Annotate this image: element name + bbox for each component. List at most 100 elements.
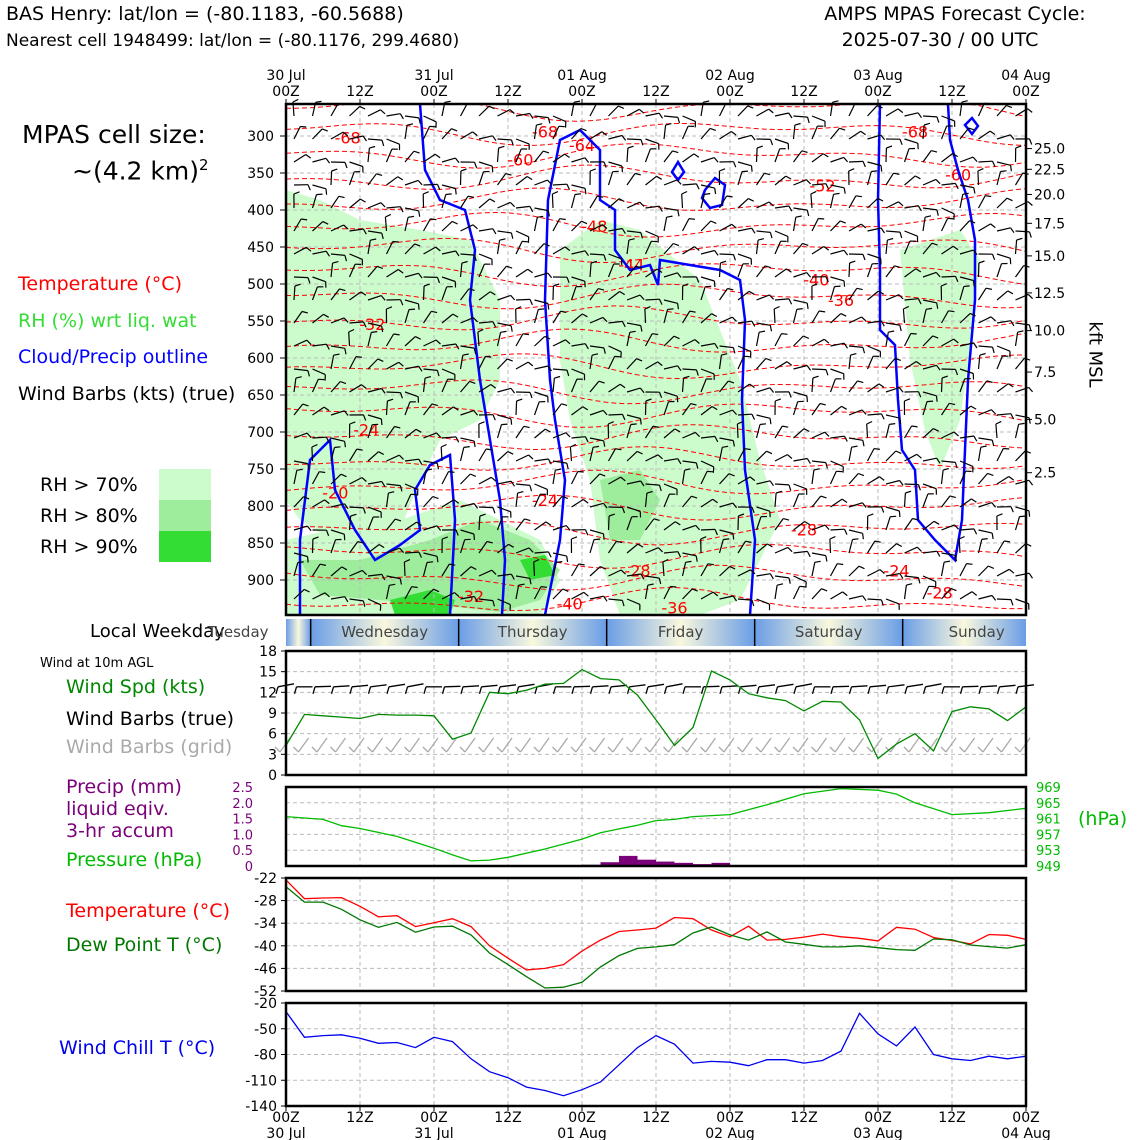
wind-barb-flag xyxy=(1027,108,1033,113)
wind-barb-flag xyxy=(492,414,496,421)
wind-barb xyxy=(774,585,778,600)
panel-ytick-label: -140 xyxy=(245,1099,277,1115)
wind-barb xyxy=(626,358,637,370)
pressure-line xyxy=(285,787,1027,862)
wind-barb xyxy=(867,345,881,352)
wind-barb-flag xyxy=(380,109,386,115)
wind-barb-flag xyxy=(1028,572,1034,579)
wind-barb-flag xyxy=(714,250,719,256)
wind-barb xyxy=(293,496,304,508)
weekday-cell xyxy=(606,619,755,646)
wind-barb-flag xyxy=(880,165,883,172)
wind-barb xyxy=(367,230,382,234)
wind-barb xyxy=(682,339,696,347)
wind-barb-flag xyxy=(691,588,698,592)
wind-barb xyxy=(459,263,463,278)
wind-barb-flag xyxy=(719,168,726,172)
wind-barb xyxy=(571,498,584,508)
wind-barb xyxy=(423,310,432,324)
wind-barb xyxy=(348,331,351,347)
wind-barb-flag xyxy=(359,105,366,110)
wind-barb xyxy=(1015,230,1030,233)
wind-barb xyxy=(737,413,753,416)
wind-barb-flag xyxy=(731,316,737,322)
wind-barb xyxy=(903,492,906,508)
wind-barb xyxy=(312,592,326,600)
wind-barb xyxy=(719,253,734,256)
wind-barb xyxy=(719,437,734,442)
wind-barb xyxy=(570,471,579,485)
wind-barb-flag xyxy=(395,518,402,522)
wind-barb xyxy=(941,153,953,163)
wind-barb xyxy=(996,227,1011,232)
wind-barb-flag xyxy=(386,306,393,310)
wind-barb-flag xyxy=(806,209,810,217)
temperature-contour-label: -24 xyxy=(353,421,379,440)
wind-barb xyxy=(793,428,805,439)
wind-barb xyxy=(756,598,770,605)
wind-barb xyxy=(811,495,822,508)
wind-barb xyxy=(811,431,826,439)
wind-barb-flag xyxy=(904,398,911,402)
wind-barb xyxy=(423,588,434,600)
wind-barb-flag xyxy=(667,308,674,311)
wind-barb-flag xyxy=(690,403,697,406)
wind-barb-flag xyxy=(728,380,735,384)
top-hour-label: 00Z xyxy=(864,84,891,100)
wind-barb xyxy=(922,217,926,232)
wind-barb-flag xyxy=(376,173,383,176)
wind-barb xyxy=(663,335,675,347)
wind-barb-flag xyxy=(468,288,475,291)
wind-barb xyxy=(478,383,492,393)
wind-barb xyxy=(940,310,949,324)
wind-barb-flag xyxy=(841,498,848,503)
wind-barb-flag xyxy=(972,280,975,287)
wind-barb-flag xyxy=(843,528,848,535)
wind-barb-flag xyxy=(325,436,330,443)
wind-barb xyxy=(811,403,821,416)
wind-barb-flag xyxy=(1008,476,1015,481)
grid-wind-barb-flag xyxy=(626,746,632,753)
wind-barb-flag xyxy=(444,100,451,103)
wind-barb xyxy=(793,575,807,583)
surface-wind-barb-flag xyxy=(811,686,816,695)
wind-barb xyxy=(885,332,889,347)
pressure-tick-label: 550 xyxy=(247,314,274,330)
pressure-tick-label: 969 xyxy=(1036,781,1061,796)
wind-barb xyxy=(774,492,777,508)
wind-barb xyxy=(589,103,598,117)
surface-wind-barb xyxy=(518,683,535,688)
wind-barb xyxy=(330,103,339,117)
wind-barb xyxy=(589,409,604,416)
wind-barb-flag xyxy=(968,127,975,131)
wind-barb-flag xyxy=(381,326,384,333)
wind-barb xyxy=(460,288,470,301)
temperature-contour xyxy=(285,164,1027,190)
wind-barb-flag xyxy=(843,342,849,349)
wind-barb-flag xyxy=(538,308,545,311)
wind-barb-flag xyxy=(695,276,700,283)
wind-barb-flag xyxy=(431,310,438,314)
wind-barb xyxy=(922,586,930,600)
wind-barb xyxy=(922,335,934,347)
bottom-hour-label: 00Z xyxy=(864,1110,891,1126)
temperature-contour xyxy=(285,543,1027,569)
temperature-contour-label: -60 xyxy=(507,151,533,170)
wind-barb xyxy=(867,253,881,260)
wind-barb xyxy=(774,454,788,462)
wind-barb-flag xyxy=(603,347,606,354)
wind-barb xyxy=(756,108,769,117)
wind-barb xyxy=(589,288,599,301)
wind-barb-flag xyxy=(381,388,386,394)
wind-barb xyxy=(737,448,746,462)
wind-barb xyxy=(386,361,400,370)
wind-barb xyxy=(367,387,382,393)
wind-barb xyxy=(940,125,948,140)
wind-barb xyxy=(496,332,502,347)
wind-barb xyxy=(349,228,364,232)
wind-barb xyxy=(848,160,864,163)
pressure-tick-label: 965 xyxy=(1036,797,1061,812)
wind-barb xyxy=(497,109,511,117)
wind-barb-flag xyxy=(749,476,756,482)
wind-barb xyxy=(774,546,789,554)
